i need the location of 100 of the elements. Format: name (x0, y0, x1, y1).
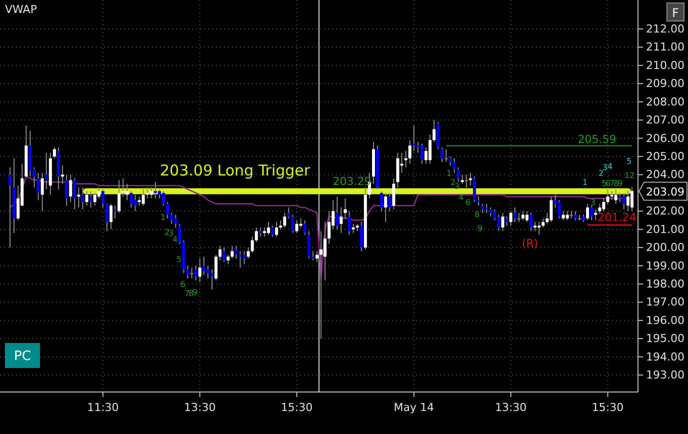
annotation: 4 (458, 192, 464, 202)
price-tag: 203.09 (638, 182, 688, 201)
candlestick (388, 192, 392, 212)
candlestick (444, 148, 448, 162)
candlestick (105, 203, 108, 232)
annotation: 7 (184, 288, 190, 298)
annotation: 1 (446, 168, 452, 178)
candlestick (550, 196, 553, 223)
x-tick-label: 15:30 (592, 401, 624, 414)
candlestick (610, 190, 614, 201)
candlestick (315, 250, 318, 263)
y-tick-label: 204.00 (646, 168, 684, 182)
annotation: 7 (609, 178, 615, 188)
annotation: 3 (168, 228, 174, 238)
candlestick (590, 205, 594, 221)
y-tick-label: 200.00 (646, 241, 684, 254)
candlestick (574, 210, 577, 221)
candlestick (266, 222, 270, 236)
candlestick (558, 200, 561, 219)
y-tick-label: 193.00 (646, 368, 684, 382)
candlestick (436, 121, 440, 150)
candlestick (622, 192, 626, 210)
ref-line-label: 203.09 Long Trigger (160, 161, 311, 180)
annotation: 2 (598, 168, 604, 178)
candlestick (594, 208, 598, 221)
candlestick (198, 258, 202, 283)
candlestick (89, 190, 92, 208)
label-box: PC (5, 343, 40, 368)
candlestick (598, 203, 602, 214)
candlestick (97, 186, 100, 199)
candlestick (472, 176, 476, 203)
annotation: 9 (617, 178, 623, 188)
candlestick (303, 220, 306, 236)
candlestick (162, 190, 165, 206)
x-tick-label: May 14 (394, 401, 434, 414)
annotation: (R) (522, 236, 538, 250)
candlestick (283, 212, 286, 228)
candlestick (380, 190, 384, 212)
candlestick (566, 210, 569, 221)
candlestick (352, 223, 355, 234)
candlestick (218, 245, 222, 261)
annotation: 6 (605, 178, 611, 188)
annotation: 2 (629, 170, 635, 180)
y-tick-label: 211.00 (646, 40, 684, 54)
candlestick (408, 140, 412, 164)
candlestick (464, 174, 468, 188)
y-tick-label: 199.00 (646, 259, 684, 272)
candlestick (126, 183, 129, 201)
candlestick (73, 178, 76, 210)
candlestick (81, 186, 84, 210)
candlestick (250, 236, 254, 254)
candlestick (324, 222, 327, 281)
candlestick (77, 186, 80, 208)
candlestick (291, 214, 294, 234)
y-tick-label: 210.00 (646, 58, 684, 72)
y-tick-label: 195.00 (646, 332, 684, 346)
candlestick (194, 265, 198, 281)
y-tick-label: 198.00 (646, 278, 684, 290)
chart-title: VWAP (5, 3, 38, 16)
candlestick (242, 250, 246, 264)
candlestick (138, 196, 141, 206)
candlestick (525, 210, 528, 223)
annotation: 9 (192, 288, 198, 297)
candlestick (513, 206, 516, 223)
candlestick (93, 192, 96, 206)
x-tick-label: 15:30 (280, 401, 313, 414)
y-tick-label: 197.00 (646, 296, 684, 309)
candlestick (481, 203, 484, 214)
candlestick (485, 203, 488, 214)
candlestick (130, 190, 133, 208)
candlestick (65, 174, 68, 206)
candlestick (530, 212, 533, 232)
candlestick (222, 247, 226, 263)
annotation: 1 (160, 212, 166, 222)
candlestick (360, 222, 363, 252)
candlestick (586, 203, 590, 221)
candlestick (295, 220, 298, 234)
candlestick (448, 156, 452, 166)
y-tick-label: 194.00 (646, 350, 684, 364)
candlestick (602, 198, 606, 212)
candlestick (186, 265, 190, 280)
annotation: 5 (601, 178, 607, 188)
candlestick (344, 198, 347, 219)
candlestick (118, 180, 121, 214)
y-tick-label: 206.00 (646, 132, 684, 145)
candlestick (230, 245, 234, 259)
candlestick (538, 222, 541, 236)
annotation: 4 (607, 162, 613, 171)
x-tick-label: 13:30 (494, 401, 527, 414)
candlestick (36, 172, 40, 201)
candlestick (206, 265, 210, 280)
annotation: 9 (477, 224, 483, 233)
candlestick (460, 174, 464, 184)
candlestick (254, 227, 258, 243)
candlestick (101, 188, 104, 208)
x-tick-label: 11:30 (87, 401, 119, 414)
candlestick (226, 254, 230, 264)
y-tick-label: 212.00 (646, 22, 684, 36)
annotation: 1 (624, 170, 630, 180)
annotation: 8 (613, 178, 619, 188)
